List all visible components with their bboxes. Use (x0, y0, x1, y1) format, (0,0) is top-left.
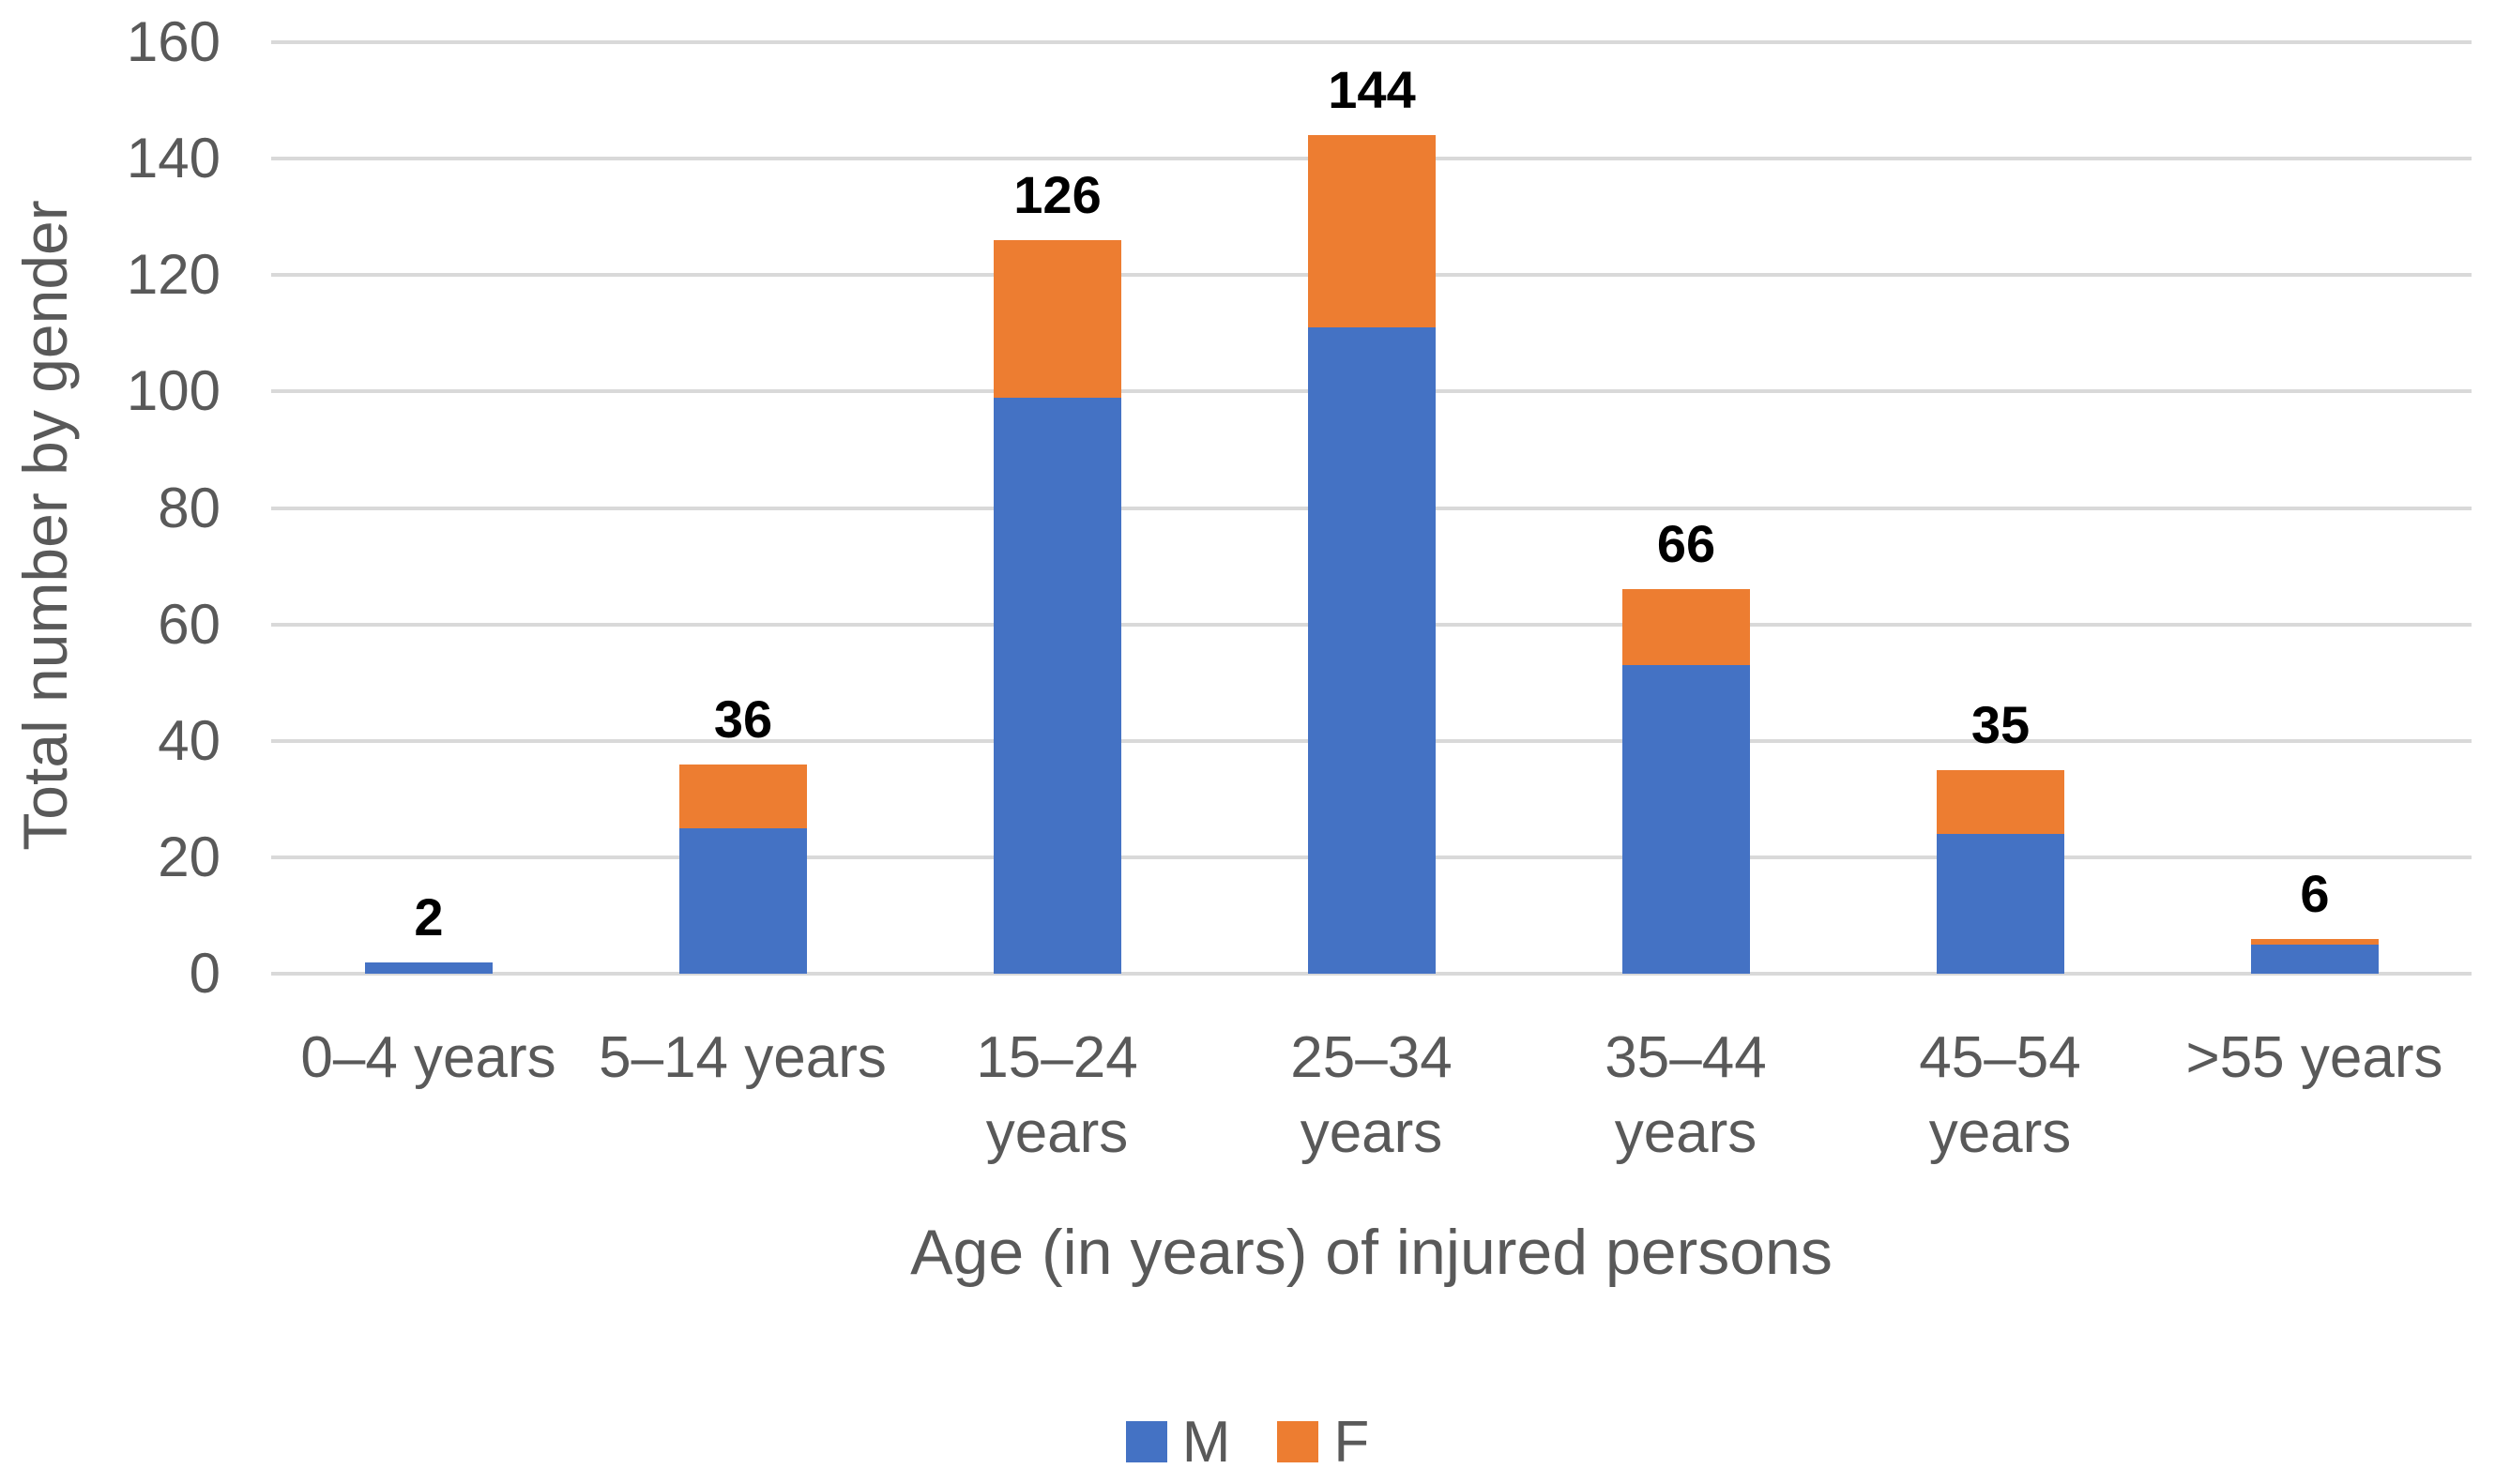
bar-segment-m (1937, 834, 2064, 974)
y-tick-label: 0 (189, 942, 221, 1005)
x-category-label: >55 years (2185, 1025, 2443, 1090)
bar-total-label: 2 (414, 887, 444, 946)
bar-segment-f (1308, 135, 1436, 327)
bar-segment-m (2251, 945, 2379, 974)
bar-segment-m (365, 962, 493, 974)
bar-segment-f (1622, 589, 1750, 665)
bar-segment-f (994, 240, 1121, 398)
y-tick-label: 120 (126, 243, 221, 306)
legend-item-f: F (1277, 1409, 1369, 1476)
legend-label-m: M (1181, 1409, 1231, 1475)
bar-segment-m (994, 398, 1121, 974)
x-axis-title: Age (in years) of injured persons (910, 1217, 1833, 1288)
bar-segment-m (1308, 327, 1436, 974)
y-tick-label: 160 (126, 10, 221, 73)
gridline (271, 972, 2472, 976)
bar-segment-m (1622, 665, 1750, 974)
y-tick-label: 80 (158, 477, 221, 539)
bar-segment-f (1937, 770, 2064, 834)
x-category-label: 15–24 years (976, 1025, 1138, 1165)
y-tick-label: 60 (158, 593, 221, 656)
bar-segment-m (679, 828, 807, 974)
bar-segment-f (2251, 939, 2379, 945)
y-tick-label: 40 (158, 709, 221, 772)
bar-total-label: 144 (1328, 60, 1416, 119)
x-category-label: 35–44 years (1605, 1025, 1767, 1165)
gridline (271, 40, 2472, 44)
legend-swatch-f (1277, 1421, 1319, 1462)
legend-swatch-m (1125, 1421, 1167, 1462)
legend-item-m: M (1125, 1409, 1231, 1476)
y-tick-label: 100 (126, 359, 221, 422)
bar-total-label: 36 (713, 689, 773, 749)
x-category-label: 5–14 years (599, 1025, 887, 1090)
x-category-label: 25–34 years (1290, 1025, 1453, 1165)
bar-segment-f (679, 765, 807, 828)
y-tick-label: 140 (126, 127, 221, 189)
x-category-label: 45–54 years (1919, 1025, 2081, 1165)
legend-label-f: F (1333, 1409, 1370, 1475)
x-category-label: 0–4 years (300, 1025, 556, 1090)
y-tick-label: 20 (158, 825, 221, 888)
bar-total-label: 66 (1656, 514, 1716, 573)
bar-total-label: 35 (1970, 695, 2031, 754)
bar-total-label: 126 (1013, 165, 1102, 224)
bar-total-label: 6 (2300, 864, 2330, 923)
